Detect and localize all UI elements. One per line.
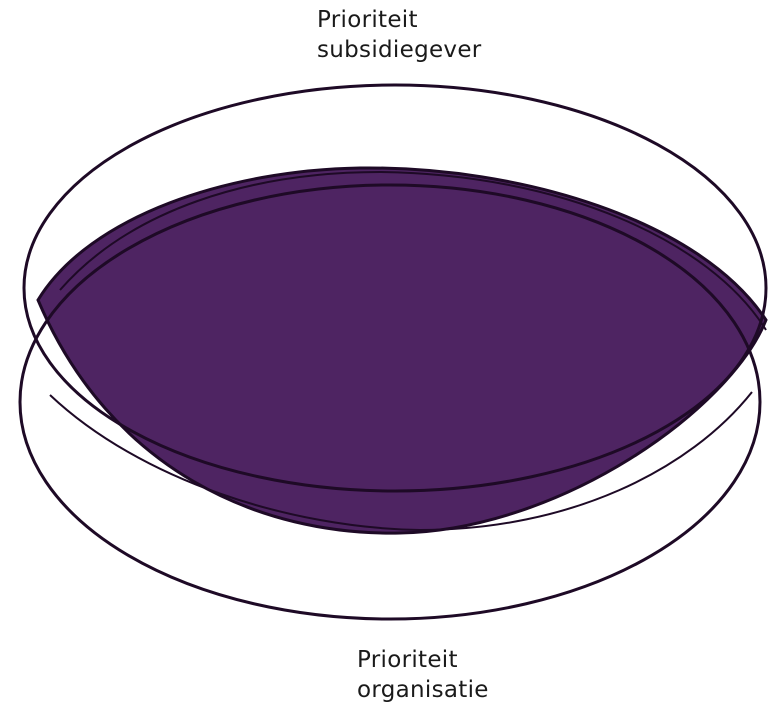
label-organisatie-line-2: organisatie xyxy=(357,677,489,703)
ellipse-organisatie xyxy=(18,183,762,621)
label-organisatie: Prioriteit organisatie xyxy=(357,645,489,705)
label-organisatie-line-1: Prioriteit xyxy=(357,647,458,673)
ellipse-subsidiegever xyxy=(22,83,768,493)
label-subsidiegever-line-1: Prioriteit xyxy=(317,7,418,33)
label-subsidiegever: Prioriteit subsidiegever xyxy=(317,5,482,65)
overlap-edge xyxy=(49,170,767,532)
label-subsidiegever-line-2: subsidiegever xyxy=(317,37,482,63)
